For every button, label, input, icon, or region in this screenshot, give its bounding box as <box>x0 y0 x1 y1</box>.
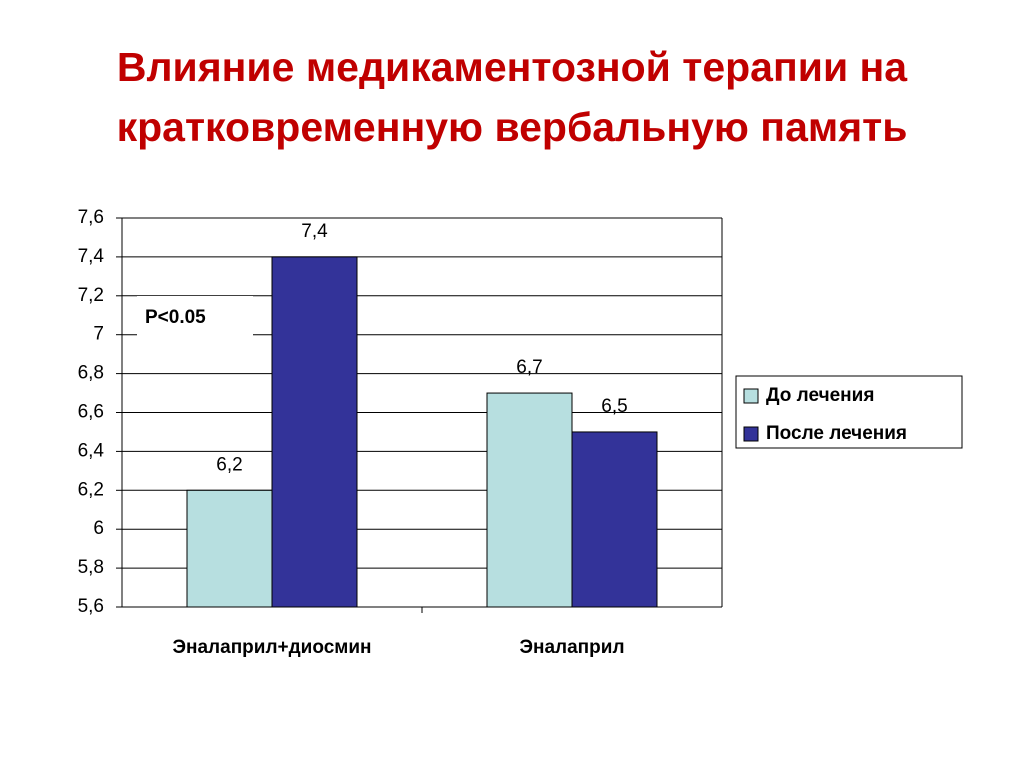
chart-title: Влияние медикаментозной терапии на <box>117 44 908 90</box>
y-tick-label: 5,6 <box>78 596 104 617</box>
data-label: 7,4 <box>301 221 328 242</box>
annotation-box <box>137 296 253 338</box>
legend-label: До лечения <box>766 385 874 406</box>
y-tick-label: 6,6 <box>78 402 104 423</box>
data-label: 6,2 <box>216 454 242 475</box>
y-tick-label: 6,2 <box>78 479 104 500</box>
y-tick-label: 6 <box>93 518 104 539</box>
bar <box>271 256 358 608</box>
data-label: 6,5 <box>601 396 627 417</box>
x-tick-label: Эналаприл+диосмин <box>173 637 372 658</box>
legend-label: После лечения <box>766 423 907 444</box>
y-tick-label: 5,8 <box>78 557 104 578</box>
data-label: 6,7 <box>516 357 542 378</box>
y-tick-label: 6,4 <box>78 440 105 461</box>
chart-title: кратковременную вербальную память <box>117 104 908 150</box>
x-tick-label: Эналаприл <box>519 637 624 658</box>
legend-swatch <box>743 426 759 442</box>
y-tick-label: 7,4 <box>78 246 105 267</box>
y-tick-label: 7,6 <box>78 207 104 228</box>
legend-box <box>735 375 963 449</box>
y-tick-label: 7 <box>93 324 104 345</box>
bar <box>571 431 658 608</box>
legend-swatch <box>743 388 759 404</box>
bar <box>186 489 273 608</box>
y-tick-label: 7,2 <box>78 285 104 306</box>
y-tick-label: 6,8 <box>78 363 104 384</box>
bar <box>486 392 573 608</box>
annotation: P<0.05 <box>145 307 206 328</box>
